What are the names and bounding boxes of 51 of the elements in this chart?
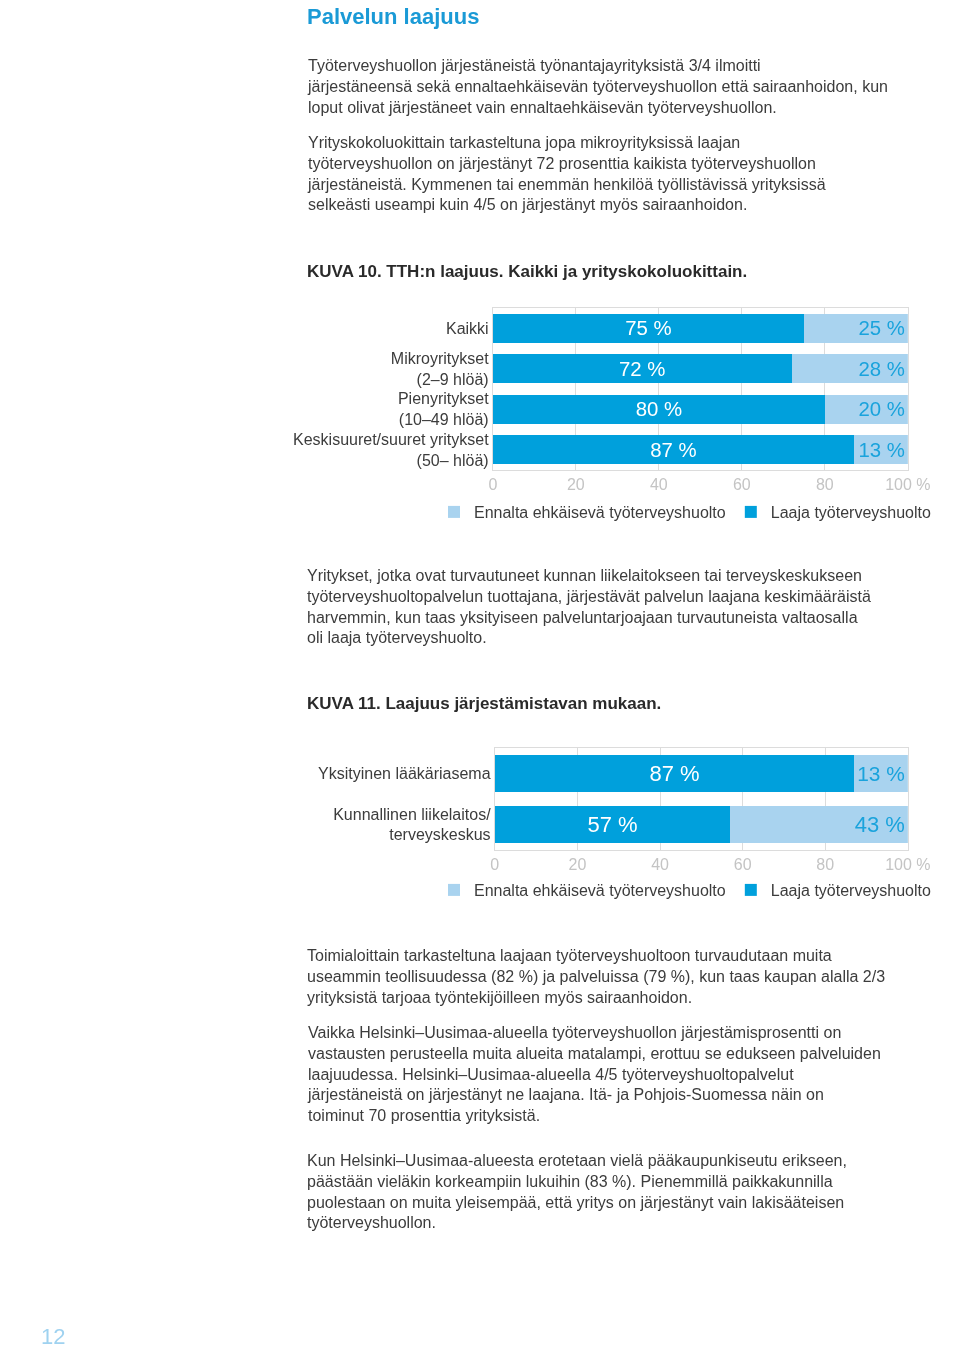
y-tick-label: Pienyritykset (10–49 hlöä) (397, 390, 490, 429)
text: Vaikka Helsinki–Uusimaa-alueella työterveyshuollon järjestämisprosentti on vastausten perusteella muita alueita matalampi, erottuu se edukseen palveluiden laajuudessa. Helsinki–Uusimaa-alueella 4/5 työterveyshuoltopalvelut järjestäneistä on järjestänyt ne laajana. Itä- ja Pohjois-Suomessa näin on toiminut 70 prosenttia yrityksistä. (307, 1024, 881, 1125)
data-label: 20 % (858, 398, 905, 421)
x-tick-label: 40 (649, 476, 668, 494)
data-label: 25 % (858, 317, 905, 340)
legend-label: Laaja työterveyshuolto (770, 504, 932, 522)
x-tick-label: 40 (651, 856, 670, 874)
chart-title: KUVA 11. Laajuus järjestämistavan mukaan. (307, 694, 662, 713)
data-label: 72 % (619, 357, 666, 380)
text: Yritykset, jotka ovat turvautuneet kunnan liikelaitokseen tai terveyskeskukseen työterveyshuoltopalvelun tuottajana, järjestävät palvelun laajana keskimääräistä harvemmin, kun taas yksityiseen palveluntarjoajaan turvautuneista valtaosalla oli laaja työterveyshuolto. (307, 567, 871, 647)
text: Yrityskokoluokittain tarkasteltuna jopa mikroyrityksissä laajan työterveyshuollon on järjestänyt 72 prosenttia kaikista työterveyshuollon järjestäneistä. Kymmenen tai enemmän henkilöä työllistävissä yrityksissä selkeästi useampi kuin 4/5 on järjestänyt myös sairaanhoidon. (307, 134, 826, 214)
data-label: 57 % (587, 812, 638, 837)
bar (492, 313, 805, 343)
legend-label: Ennalta ehkäisevä työterveyshuolto (474, 882, 726, 900)
bar (492, 435, 854, 465)
text: Kun Helsinki–Uusimaa-alueesta erotetaan vielä pääkaupunkiseutu erikseen, päästään vieläkin korkeampiin lukuihin (83 %). Pienemmillä paikkakunnilla puolestaan on muita yleisempää, että yritys on järjestänyt vain lakisääteisen työterveyshuollon. (307, 1152, 847, 1232)
data-label: 80 % (635, 398, 683, 421)
x-tick-label: 0 (488, 476, 498, 494)
x-tick-label: 60 (733, 856, 752, 874)
chart-title: KUVA 10. TTH:n laajuus. Kaikki ja yrityskokoluokittain. (307, 262, 748, 281)
x-tick-label: 80 (815, 476, 834, 494)
text: 12 (41, 1324, 66, 1349)
x-tick-label: 60 (732, 476, 751, 494)
bar (492, 394, 825, 424)
bar (492, 354, 792, 384)
bar (730, 806, 908, 843)
y-tick-label: Yksityinen lääkäriasema (318, 765, 491, 783)
y-tick-label: Kaikki (445, 319, 489, 337)
y-tick-label: Kunnallinen liikelaitos/ terveyskeskus (333, 805, 492, 844)
x-tick-label: 0 (490, 856, 500, 874)
data-label: 87 % (649, 761, 700, 786)
data-label: 13 % (858, 438, 905, 461)
x-tick-label: 80 (816, 856, 835, 874)
legend-label: Laaja työterveyshuolto (770, 882, 932, 900)
text: Toimialoittain tarkasteltuna laajaan työterveyshuoltoon turvaudutaan muita useammin teollisuudessa (82 %) ja palveluissa (79 %), kun taas kaupan alalla 2/3 yrityksistä tarjoaa työntekijöilleen myös sairaanhoidon. (307, 947, 886, 1006)
bar (494, 806, 731, 843)
data-label: 28 % (858, 357, 905, 380)
x-tick-label: 100 % (885, 476, 931, 494)
text: Palvelun laajuus (307, 4, 480, 29)
x-tick-label: 20 (566, 476, 585, 494)
x-tick-label: 100 % (885, 856, 931, 874)
data-label: 43 % (854, 812, 905, 837)
data-label: 13 % (857, 761, 905, 785)
data-label: 87 % (650, 438, 697, 461)
text: Työterveyshuollon järjestäneistä työnantajayrityksistä 3/4 ilmoitti järjestäneensä sekä ennaltaehkäisevän työterveyshuollon että sairaanhoidon, kun loput olivat järjestäneet vain ennaltaehkäisevän työterveyshuollon. (307, 57, 888, 116)
x-tick-label: 20 (568, 856, 587, 874)
legend-label: Ennalta ehkäisevä työterveyshuolto (474, 504, 726, 522)
y-tick-label: Keskisuuret/suuret yritykset (50– hlöä) (293, 430, 490, 469)
data-label: 75 % (625, 317, 672, 340)
y-tick-label: Mikroyritykset (2–9 hlöä) (390, 349, 490, 388)
bar (494, 755, 855, 792)
